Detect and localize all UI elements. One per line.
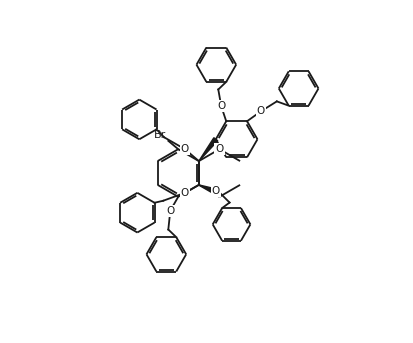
Text: Br: Br [154, 130, 166, 140]
Text: O: O [257, 106, 265, 116]
Text: O: O [181, 144, 189, 154]
Polygon shape [199, 138, 218, 161]
Polygon shape [199, 185, 215, 192]
Text: O: O [217, 101, 225, 111]
Text: O: O [166, 206, 174, 216]
Text: O: O [215, 144, 223, 154]
Text: O: O [181, 188, 189, 198]
Text: O: O [211, 186, 220, 196]
